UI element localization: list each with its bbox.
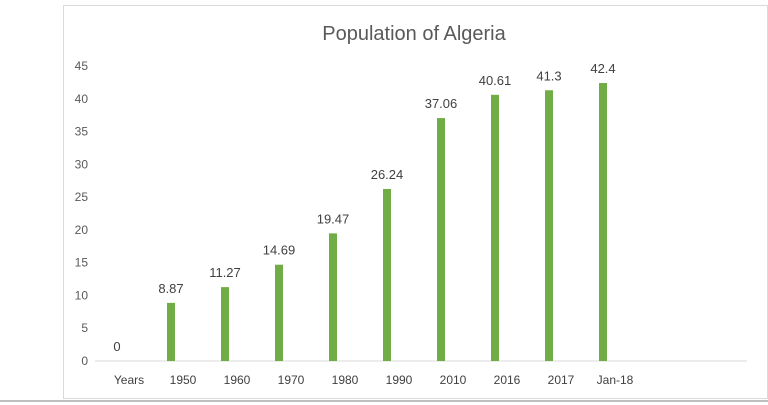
chart-area (63, 5, 768, 399)
chart-title: Population of Algeria (322, 23, 506, 45)
y-tick-label: 5 (81, 321, 88, 335)
x-tick-label: 1990 (386, 373, 413, 387)
y-tick-label: 20 (75, 223, 89, 237)
x-tick-label: 2017 (548, 373, 575, 387)
data-label: 41.3 (536, 68, 561, 83)
data-label: 0 (113, 339, 120, 354)
x-tick-label: 1960 (224, 373, 251, 387)
x-tick-label: Jan-18 (597, 373, 634, 387)
y-tick-label: 40 (75, 92, 89, 106)
y-tick-label: 35 (75, 125, 89, 139)
bar (545, 90, 553, 361)
data-label: 40.61 (479, 73, 512, 88)
y-tick-label: 10 (75, 288, 89, 302)
data-label: 8.87 (158, 281, 183, 296)
bar (491, 94, 499, 361)
x-tick-label: 1980 (332, 373, 359, 387)
x-tick-label: 1950 (170, 373, 197, 387)
data-label: 26.24 (371, 167, 404, 182)
bar (329, 233, 337, 361)
divider (0, 400, 768, 402)
bar (599, 83, 607, 362)
data-label: 42.4 (590, 61, 615, 76)
x-tick-label: Years (114, 373, 144, 387)
x-tick-label: 2016 (494, 373, 521, 387)
y-tick-label: 30 (75, 157, 89, 171)
bar (167, 302, 175, 361)
bar (437, 118, 445, 361)
x-tick-label: 1970 (278, 373, 305, 387)
y-tick-label: 15 (75, 256, 89, 270)
y-tick-label: 0 (81, 354, 88, 368)
bar (275, 264, 283, 361)
x-tick-label: 2010 (440, 373, 467, 387)
data-label: 19.47 (317, 211, 350, 226)
bar (383, 188, 391, 361)
y-tick-label: 25 (75, 190, 89, 204)
bar (221, 287, 229, 361)
y-tick-label: 45 (75, 59, 89, 73)
data-label: 11.27 (209, 265, 241, 280)
data-label: 14.69 (263, 243, 296, 258)
data-label: 37.06 (425, 96, 458, 111)
